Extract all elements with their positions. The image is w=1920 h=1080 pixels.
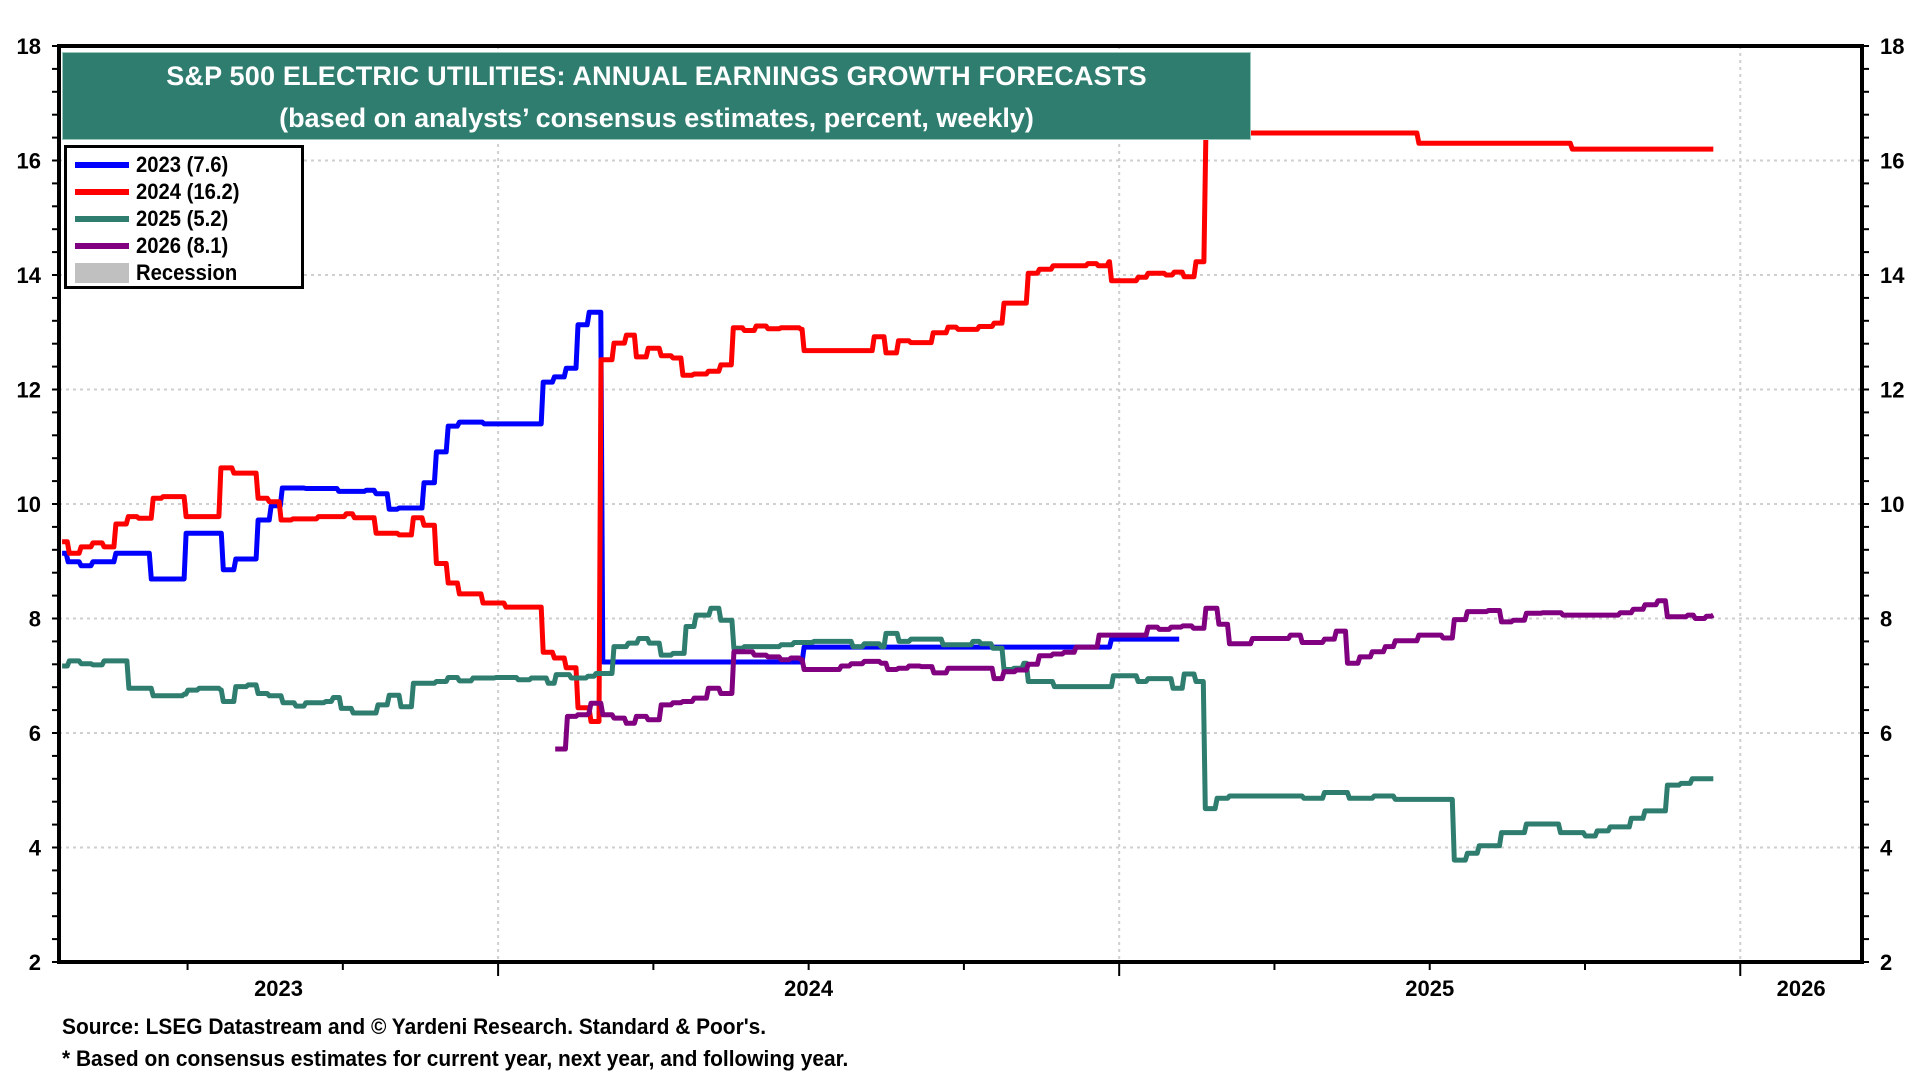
- y-tick-label-left: 2: [29, 950, 41, 975]
- legend-label-2023: 2023 (7.6): [136, 152, 229, 177]
- legend-label-2026: 2026 (8.1): [136, 233, 229, 258]
- series-line-2026: [555, 598, 1715, 752]
- y-tick-label-left: 12: [17, 378, 41, 403]
- footnote: * Based on consensus estimates for curre…: [62, 1046, 849, 1071]
- x-tick-label-2024: 2024: [784, 976, 834, 1001]
- legend-label-recession: Recession: [136, 260, 238, 285]
- legend-swatch-2026: [75, 243, 129, 249]
- y-tick-label-left: 14: [17, 263, 42, 288]
- y-tick-label-left: 4: [29, 836, 42, 861]
- legend-item-2026: 2026 (8.1): [67, 232, 297, 259]
- y-tick-label-right: 8: [1880, 607, 1892, 632]
- x-tick-label-2026: 2026: [1777, 976, 1826, 1001]
- y-tick-label-left: 10: [17, 492, 41, 517]
- chart-title: S&P 500 ELECTRIC UTILITIES: ANNUAL EARNI…: [166, 61, 1147, 91]
- series-line-2023: [62, 309, 1180, 665]
- chart-title-box: S&P 500 ELECTRIC UTILITIES: ANNUAL EARNI…: [62, 52, 1251, 140]
- legend-swatch-2023: [75, 162, 129, 168]
- series-lines: [62, 130, 1715, 863]
- plot-frame: [57, 44, 1864, 964]
- x-tick-label-2025: 2025: [1405, 976, 1454, 1001]
- axes: [52, 44, 1869, 976]
- legend-swatch-2025: [75, 216, 129, 222]
- legend-label-2025: 2025 (5.2): [136, 206, 229, 231]
- legend-item-recession: Recession: [67, 259, 297, 286]
- y-tick-label-left: 8: [29, 607, 41, 632]
- legend-item-2023: 2023 (7.6): [67, 151, 297, 178]
- y-tick-label-right: 16: [1880, 149, 1904, 174]
- series-line-2024: [62, 130, 1714, 724]
- chart-subtitle: (based on analysts’ consensus estimates,…: [279, 103, 1034, 133]
- y-tick-label-right: 18: [1880, 34, 1904, 59]
- y-tick-label-left: 18: [17, 34, 41, 59]
- source-note: Source: LSEG Datastream and © Yardeni Re…: [62, 1014, 767, 1039]
- y-tick-label-right: 12: [1880, 378, 1904, 403]
- legend: 2023 (7.6) 2024 (16.2) 2025 (5.2) 2026 (…: [64, 145, 304, 289]
- grid: [59, 46, 1862, 962]
- legend-item-2024: 2024 (16.2): [67, 178, 297, 205]
- axis-labels: 2 2 4 4 6 6 8 8 10 10 12 12 14 14 16 16 18 18 2023 2024 2025…: [17, 34, 1906, 1001]
- legend-label-2024: 2024 (16.2): [136, 179, 240, 204]
- series-line-2025: [62, 605, 1714, 863]
- legend-swatch-2024: [75, 189, 129, 195]
- y-tick-label-left: 6: [29, 721, 41, 746]
- x-tick-label-2023: 2023: [254, 976, 303, 1001]
- y-tick-label-right: 4: [1880, 836, 1893, 861]
- y-tick-label-right: 10: [1880, 492, 1904, 517]
- y-tick-label-right: 14: [1880, 263, 1905, 288]
- legend-swatch-recession: [75, 263, 129, 283]
- y-tick-label-right: 2: [1880, 950, 1892, 975]
- y-tick-label-right: 6: [1880, 721, 1892, 746]
- y-tick-label-left: 16: [17, 149, 41, 174]
- legend-item-2025: 2025 (5.2): [67, 205, 297, 232]
